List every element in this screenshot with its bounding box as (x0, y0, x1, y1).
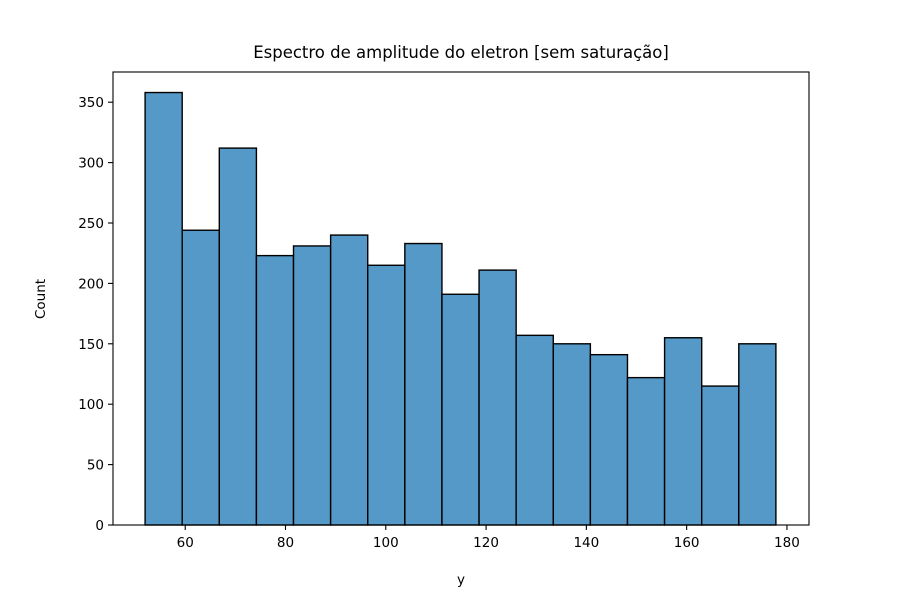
histogram-bar-8 (404, 242, 443, 526)
x-tick-label: 140 (573, 535, 599, 551)
y-tick-label: 350 (78, 95, 104, 111)
histogram-bar-10 (478, 269, 517, 526)
histogram-bar-17 (738, 343, 777, 526)
x-tick-label: 80 (277, 535, 294, 551)
y-tick-label: 0 (95, 518, 104, 534)
y-tick-label: 300 (78, 156, 104, 172)
x-axis-label: y (457, 572, 465, 588)
histogram-bar-6 (329, 234, 369, 526)
y-tick-label: 50 (87, 458, 104, 474)
y-axis: 0 50 100 150 200 250 300 350 (78, 95, 113, 534)
y-tick-label: 250 (78, 216, 104, 232)
histogram-bar-14 (626, 376, 666, 526)
x-axis: 60 80 100 120 140 160 180 (177, 525, 800, 551)
histogram-bar-5 (292, 245, 332, 526)
histogram-bar-12 (552, 343, 592, 526)
y-tick-label: 100 (78, 397, 104, 413)
histogram-bar-1 (144, 91, 183, 526)
x-tick-label: 100 (373, 535, 399, 551)
histogram-bar-11 (515, 334, 554, 526)
y-axis-label: Count (33, 279, 49, 319)
histogram-bar-16 (700, 385, 740, 526)
bars-group (144, 91, 777, 526)
histogram-bar-4 (255, 254, 295, 526)
histogram-bar-15 (663, 337, 703, 526)
x-tick-label: 120 (473, 535, 499, 551)
histogram-bar-7 (367, 264, 406, 526)
x-tick-label: 60 (177, 535, 194, 551)
x-tick-label: 160 (674, 535, 700, 551)
histogram-bar-3 (218, 147, 258, 526)
histogram-bar-9 (441, 293, 480, 526)
y-tick-label: 200 (78, 276, 104, 292)
plot-frame (112, 71, 810, 526)
x-tick-label: 180 (774, 535, 800, 551)
histogram-bar-2 (181, 229, 221, 526)
chart-title: Espectro de amplitude do eletron [sem sa… (253, 43, 669, 62)
y-tick-label: 150 (78, 337, 104, 353)
histogram-bar-13 (589, 353, 629, 526)
